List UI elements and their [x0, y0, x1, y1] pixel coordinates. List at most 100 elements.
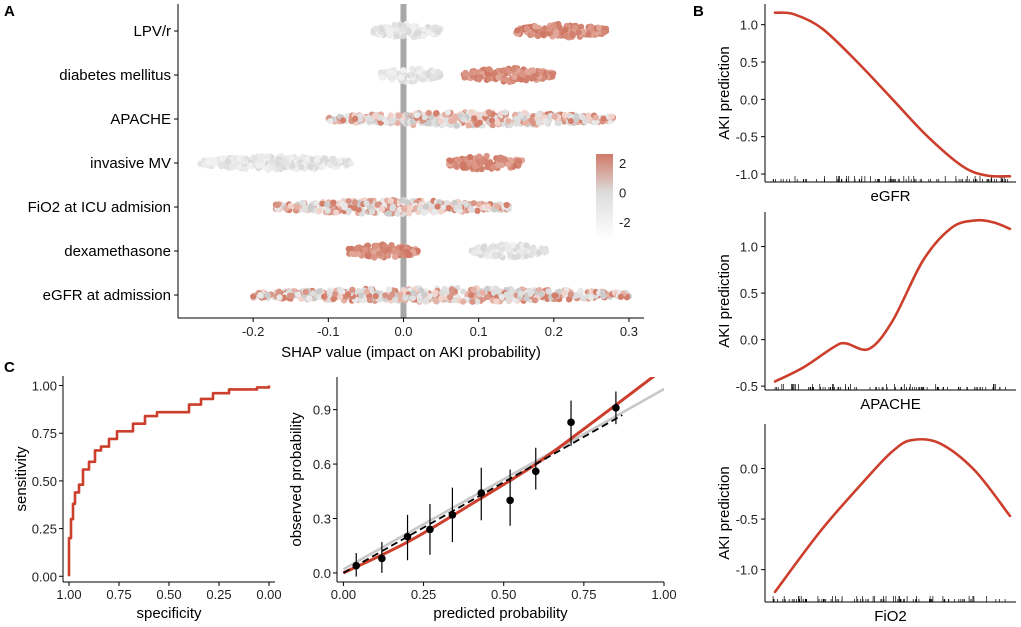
- shap-point: [554, 119, 561, 126]
- calibration-x-tick-label: 1.00: [651, 587, 676, 602]
- calibration-point: [426, 525, 434, 534]
- shap-point: [470, 69, 477, 76]
- shap-point: [275, 288, 283, 295]
- calibration-point: [612, 404, 620, 412]
- shap-point: [326, 289, 333, 296]
- shap-point: [542, 118, 549, 125]
- pdp-y-tick-label: -1.0: [736, 167, 758, 182]
- shap-point: [388, 118, 395, 125]
- calibration-y-tick-label: 0.3: [313, 512, 331, 527]
- shap-point: [433, 110, 440, 117]
- shap-point: [379, 206, 386, 213]
- shap-point: [287, 202, 294, 209]
- shap-point: [257, 292, 264, 299]
- shap-point: [422, 203, 429, 210]
- shap-point: [372, 25, 379, 32]
- shap-point: [444, 200, 451, 207]
- shap-x-tick-label: -0.2: [242, 324, 264, 339]
- shap-point: [511, 254, 518, 261]
- shap-point: [592, 114, 599, 121]
- shap-point: [294, 203, 301, 210]
- shap-feature-label: FiO2 at ICU admision: [28, 199, 171, 216]
- shap-point: [355, 288, 362, 295]
- shap-point: [479, 289, 486, 296]
- shap-point: [438, 208, 445, 215]
- shap-point: [425, 109, 432, 117]
- shap-point: [480, 245, 487, 252]
- pdp-y-axis-title: AKI prediction: [716, 254, 733, 347]
- shap-point: [305, 295, 312, 302]
- shap-cluster: [378, 65, 444, 85]
- shap-point: [555, 20, 562, 28]
- shap-point: [585, 31, 592, 38]
- shap-point: [274, 160, 281, 167]
- shap-point: [420, 33, 427, 40]
- shap-point: [510, 73, 518, 80]
- shap-point: [580, 294, 587, 301]
- shap-point: [462, 70, 470, 77]
- pdp-x-axis-title: FiO2: [874, 608, 907, 625]
- shap-point: [281, 157, 288, 164]
- shap-cluster: [325, 109, 617, 129]
- shap-point: [494, 203, 501, 210]
- calibration-point: [506, 496, 514, 505]
- shap-cluster: [345, 241, 421, 261]
- shap-point: [242, 165, 249, 173]
- shap-point: [538, 245, 545, 252]
- shap-point: [474, 207, 481, 214]
- shap-point: [397, 74, 404, 81]
- shap-point: [400, 287, 408, 294]
- shap-point: [432, 289, 439, 296]
- shap-point: [451, 199, 458, 206]
- shap-point: [251, 154, 258, 162]
- shap-point: [372, 112, 379, 119]
- shap-point: [416, 205, 424, 212]
- shap-point: [400, 67, 407, 74]
- shap-point: [339, 288, 346, 295]
- shap-point: [358, 292, 365, 299]
- shap-point: [420, 76, 427, 83]
- shap-point: [230, 164, 237, 171]
- shap-point: [403, 248, 410, 256]
- shap-point: [483, 152, 490, 160]
- calibration-y-tick-label: 0.6: [313, 457, 331, 472]
- shap-point: [294, 291, 302, 298]
- shap-cluster: [468, 241, 550, 261]
- calibration-point: [477, 489, 486, 497]
- shap-point: [397, 291, 404, 298]
- shap-point: [561, 289, 568, 296]
- shap-point: [328, 155, 335, 163]
- calibration-plot-area: [342, 377, 664, 577]
- shap-point: [527, 290, 534, 297]
- shap-point: [307, 205, 314, 212]
- pdp-x-axis-title: eGFR: [870, 188, 910, 205]
- roc-x-tick-label: 0.25: [206, 587, 231, 602]
- roc-x-tick-label: 0.00: [256, 587, 281, 602]
- shap-point: [444, 109, 451, 116]
- shap-point: [432, 297, 439, 304]
- shap-point: [313, 157, 320, 164]
- shap-point: [453, 163, 460, 170]
- shap-point: [500, 67, 507, 74]
- shap-point: [431, 208, 438, 216]
- shap-point: [413, 112, 420, 119]
- shap-point: [362, 246, 369, 253]
- shap-point: [469, 298, 476, 305]
- shap-cluster: [272, 196, 512, 217]
- shap-point: [340, 117, 347, 124]
- shap-point: [402, 294, 409, 301]
- shap-point: [460, 288, 467, 295]
- roc-y-axis-title: sensitivity: [13, 446, 30, 512]
- shap-point: [302, 206, 309, 213]
- shap-cluster: [250, 285, 633, 305]
- shap-point: [425, 119, 432, 126]
- shap-cluster: [370, 20, 444, 41]
- shap-point: [400, 205, 408, 212]
- shap-point: [553, 28, 560, 36]
- pdp-y-axis-title: AKI prediction: [716, 46, 733, 139]
- shap-point: [562, 32, 569, 40]
- pdp-rug: [772, 176, 1009, 182]
- shap-point: [332, 291, 339, 298]
- shap-point: [324, 201, 331, 208]
- shap-point: [600, 115, 607, 122]
